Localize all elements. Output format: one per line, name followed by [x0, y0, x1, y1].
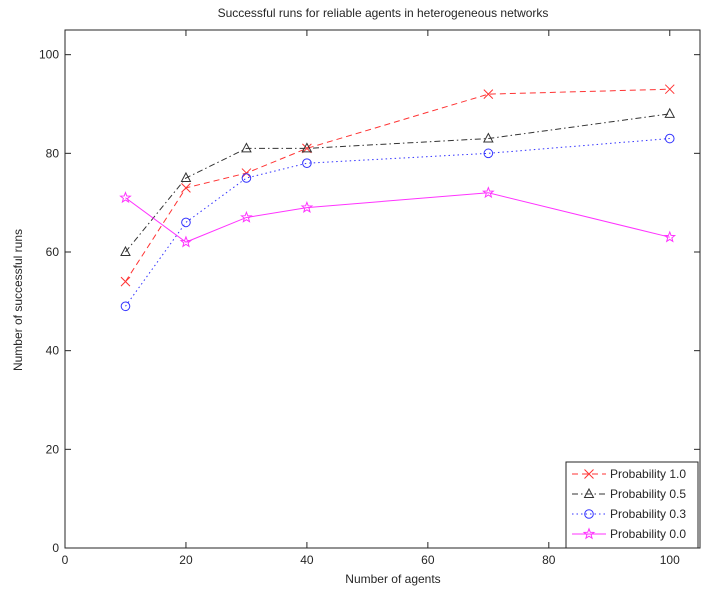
y-tick-label: 40: [46, 344, 60, 358]
series-1: [120, 84, 675, 287]
x-tick-label: 20: [179, 553, 193, 567]
legend-item: Probability 0.0: [572, 527, 686, 541]
data-point: [663, 230, 677, 243]
data-point: [664, 84, 675, 95]
y-tick-label: 0: [52, 541, 59, 555]
data-point: [120, 276, 131, 287]
legend-label: Probability 0.3: [610, 507, 686, 521]
x-tick-label: 40: [300, 553, 314, 567]
x-tick-label: 100: [660, 553, 680, 567]
x-tick-label: 60: [421, 553, 435, 567]
legend: Probability 1.0 Probability 0.5 Probabilit…: [565, 461, 699, 549]
chart-title: Successful runs for reliable agents in h…: [218, 6, 549, 20]
data-point: [181, 217, 191, 228]
y-tick-label: 60: [46, 245, 60, 259]
series-2: [120, 107, 676, 256]
series-line: [125, 192, 670, 243]
x-tick-label: 0: [62, 553, 69, 567]
data-point: [119, 191, 132, 204]
data-point: [483, 132, 494, 143]
series-3: [120, 133, 675, 312]
data-point: [120, 245, 131, 256]
data-point: [241, 142, 252, 153]
legend-marker: [584, 509, 594, 519]
series-layer: [119, 84, 677, 312]
legend-label: Probability 1.0: [610, 467, 686, 481]
y-tick-label: 100: [39, 48, 59, 62]
data-point: [302, 158, 312, 168]
data-point: [301, 142, 313, 153]
legend-marker: [584, 469, 594, 479]
data-point: [181, 183, 191, 193]
data-point: [664, 107, 676, 118]
data-point: [483, 89, 494, 99]
x-tick-label: 80: [542, 553, 556, 567]
plot-frame: [64, 29, 701, 549]
series-line: [125, 88, 670, 282]
legend-marker: [583, 487, 595, 498]
x-axis-label: Number of agents: [345, 572, 440, 586]
data-point: [241, 173, 252, 183]
data-point: [482, 186, 495, 199]
legend-label: Probability 0.5: [610, 487, 686, 501]
y-tick-label: 80: [46, 146, 60, 160]
series-line: [125, 113, 670, 253]
axes: 0 20 40 60 80 100 0 20 40 60 80 100: [39, 29, 701, 567]
series-line: [125, 138, 670, 307]
data-point: [241, 168, 252, 178]
data-point: [483, 148, 494, 159]
legend-marker: [582, 527, 596, 540]
data-point: [180, 171, 192, 182]
legend-item: Probability 1.0: [572, 467, 686, 481]
legend-item: Probability 0.3: [572, 507, 686, 521]
data-point: [300, 200, 314, 213]
y-axis-label: Number of successful runs: [11, 229, 25, 371]
data-point: [664, 133, 675, 144]
series-4: [119, 186, 677, 248]
data-point: [240, 210, 253, 223]
data-point: [120, 301, 131, 312]
y-tick-label: 20: [46, 442, 60, 456]
data-point: [179, 235, 193, 248]
legend-label: Probability 0.0: [610, 527, 686, 541]
legend-item: Probability 0.5: [572, 487, 686, 501]
